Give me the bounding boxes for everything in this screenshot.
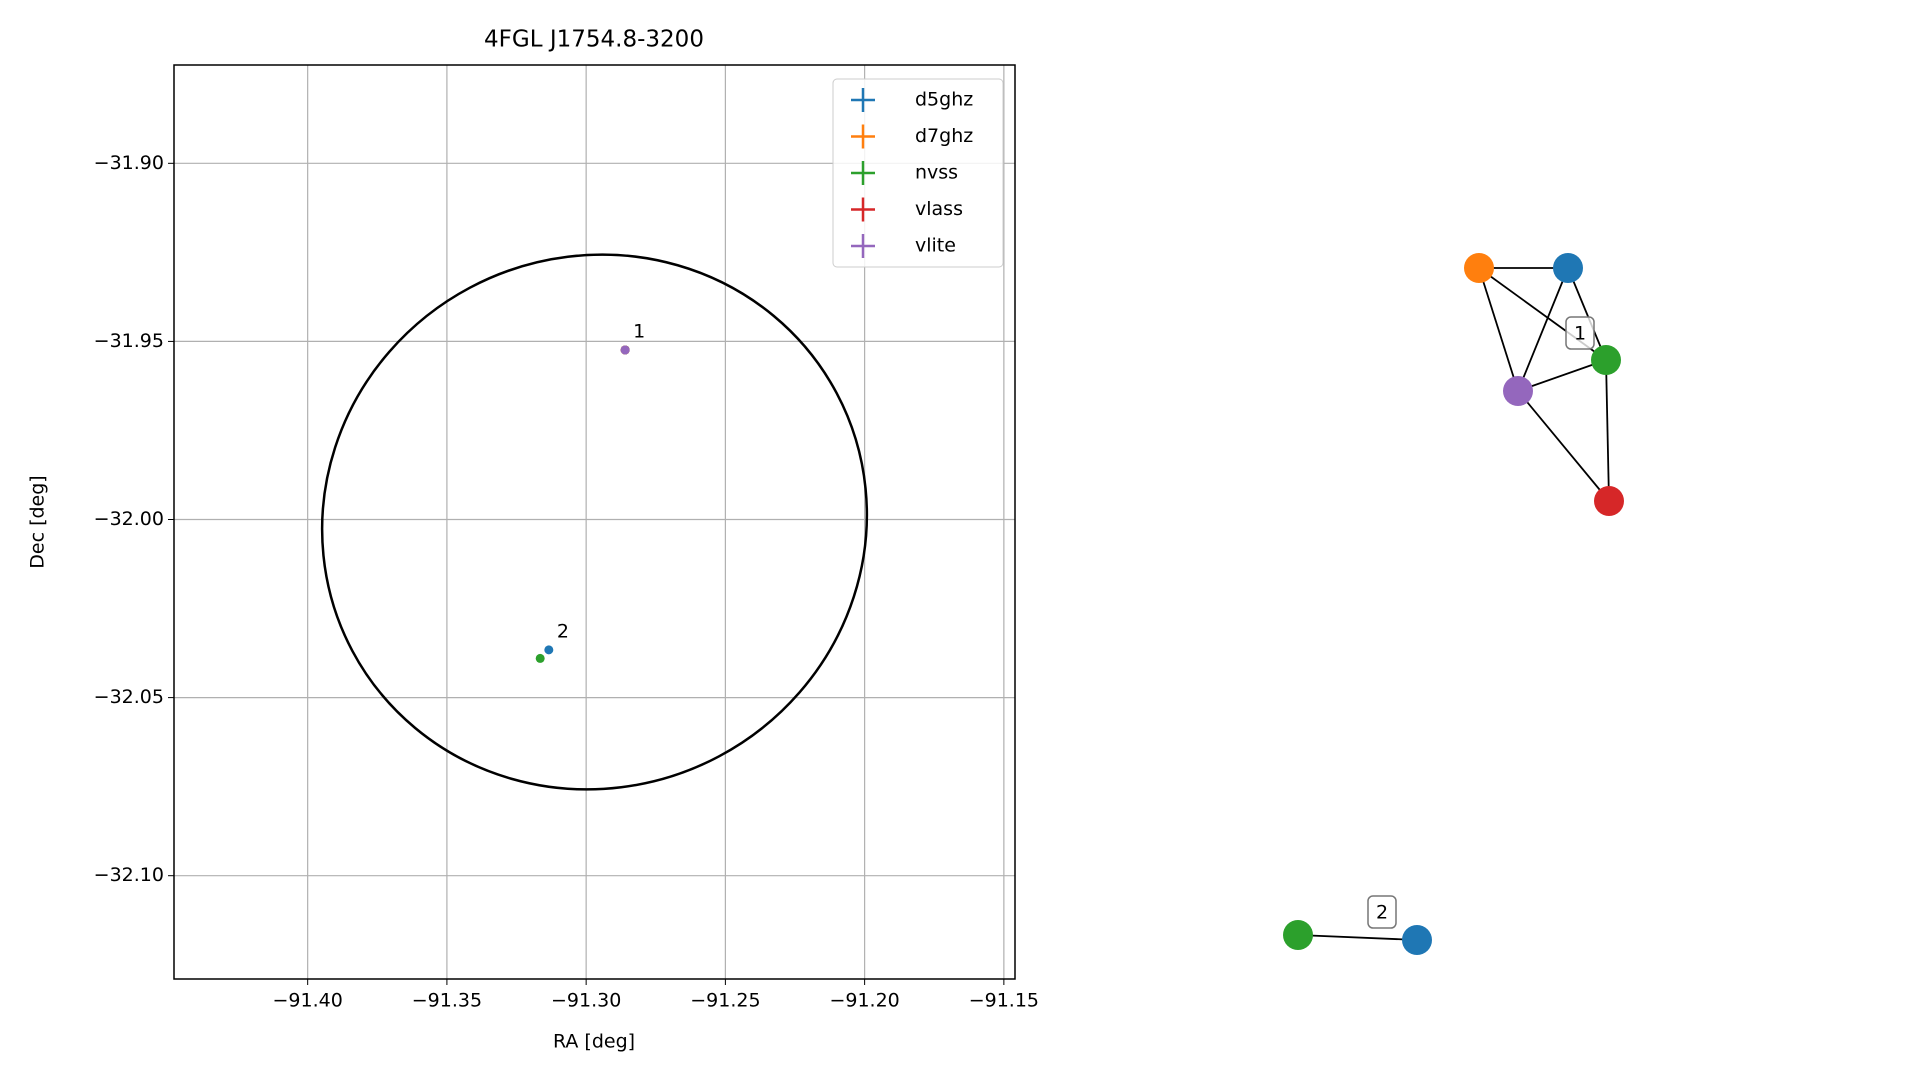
- node: [1464, 253, 1494, 283]
- axes-frame: [173, 64, 1016, 980]
- x-tick-label: −91.35: [412, 990, 482, 1012]
- legend-label: d5ghz: [915, 89, 973, 111]
- y-tick-label: −31.95: [94, 330, 164, 352]
- x-tick-label: −91.25: [690, 990, 760, 1012]
- error-ellipse: [320, 253, 869, 791]
- legend-box: [832, 78, 1004, 268]
- y-tick-label: −32.10: [94, 864, 164, 886]
- node: [1591, 345, 1621, 375]
- x-tick-label: −91.15: [969, 990, 1039, 1012]
- legend-label: d7ghz: [915, 125, 973, 147]
- source-point: [620, 345, 630, 355]
- legend-label: nvss: [915, 162, 958, 184]
- edge: [1605, 359, 1610, 502]
- edge: [1517, 267, 1569, 392]
- edge: [1297, 934, 1418, 941]
- y-tick-label: −32.05: [94, 686, 164, 708]
- x-tick-label: −91.30: [551, 990, 621, 1012]
- annotation: 1: [633, 320, 645, 342]
- x-tick-label: −91.40: [273, 990, 343, 1012]
- node: [1553, 253, 1583, 283]
- legend-label: vlass: [915, 198, 963, 220]
- node: [1402, 925, 1432, 955]
- annotation: 2: [557, 620, 569, 642]
- label-box: [1565, 316, 1595, 350]
- chart-title: 4FGL J1754.8-3200: [484, 27, 704, 53]
- y-axis-label: Dec [deg]: [27, 475, 49, 568]
- edge: [1517, 359, 1607, 392]
- x-axis-label: RA [deg]: [553, 1031, 635, 1053]
- edge: [1567, 267, 1607, 361]
- y-tick-label: −31.90: [94, 152, 164, 174]
- source-point: [535, 653, 545, 663]
- node: [1594, 486, 1624, 516]
- edge: [1478, 267, 1519, 392]
- y-tick-label: −32.00: [94, 508, 164, 530]
- group-label: 2: [1376, 902, 1388, 924]
- label-box: [1367, 895, 1397, 929]
- node: [1503, 376, 1533, 406]
- source-point: [544, 645, 554, 655]
- group-label: 1: [1574, 323, 1586, 345]
- edge: [1517, 390, 1610, 502]
- legend-label: vlite: [915, 235, 956, 257]
- x-tick-label: −91.20: [829, 990, 899, 1012]
- node: [1283, 920, 1313, 950]
